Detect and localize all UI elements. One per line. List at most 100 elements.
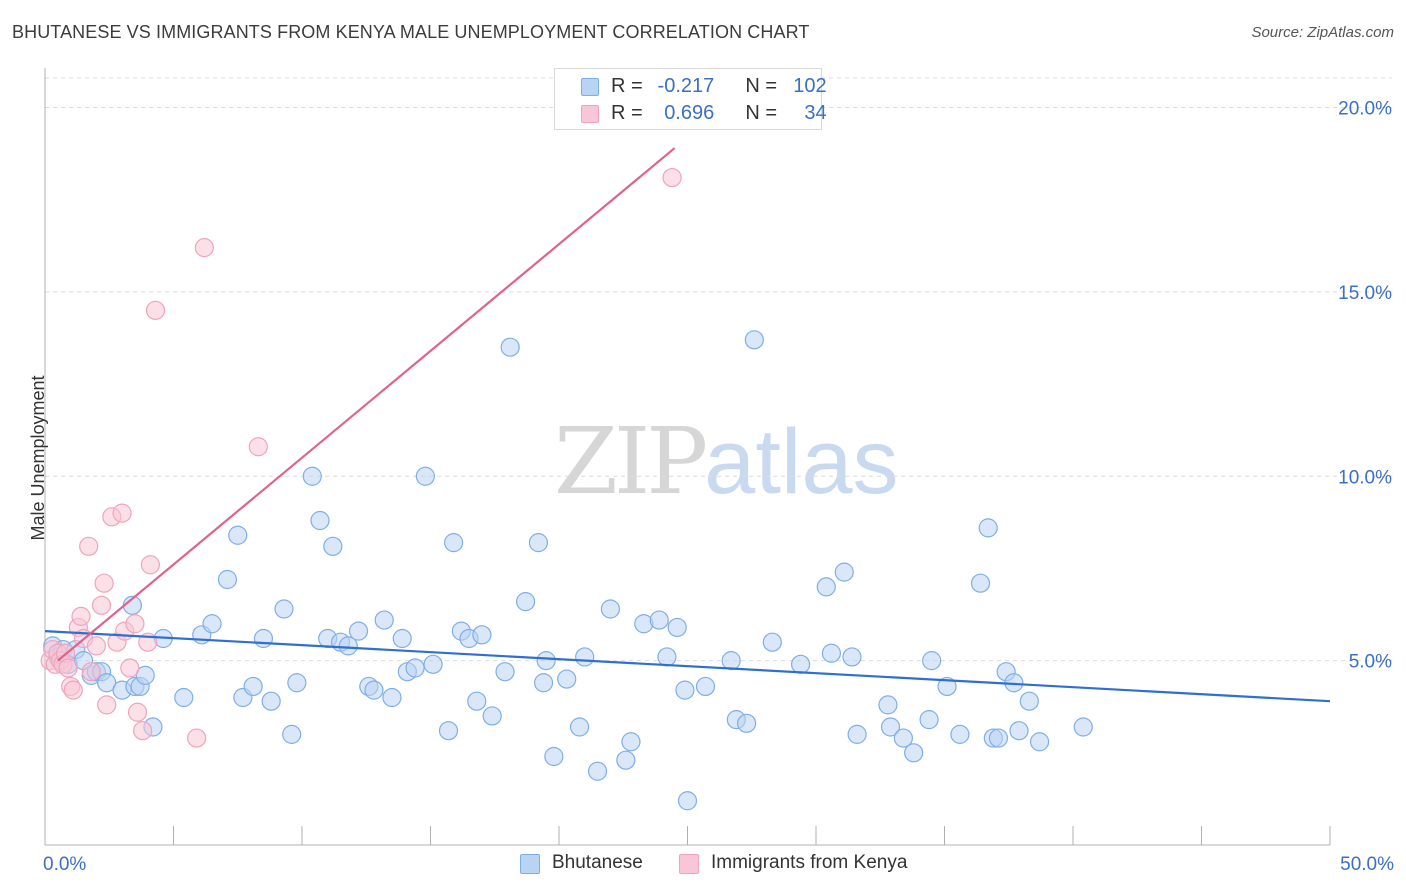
series-legend: Bhutanese Immigrants from Kenya [0,851,1406,879]
point-bhutanese [472,625,492,645]
y-tick-label: 15.0% [1338,283,1392,304]
point-bhutanese [243,676,263,697]
point-bhutanese [919,710,939,730]
point-kenya [187,728,207,748]
point-bhutanese [842,647,862,667]
watermark-atlas: atlas [704,411,899,513]
point-bhutanese [135,665,155,685]
point-kenya [81,662,101,682]
trendline-kenya [57,147,676,662]
point-bhutanese [922,651,942,671]
point-bhutanese [600,599,621,619]
point-bhutanese [988,728,1009,748]
point-bhutanese [415,466,435,486]
point-kenya [133,721,153,741]
correlation-legend: R = -0.217 N = 102 R = 0.696 N = 34 [554,68,827,130]
point-bhutanese [500,337,520,357]
legend-swatch-blue [581,78,599,96]
point-bhutanese [274,599,294,619]
n-value: 102 [793,75,827,97]
point-kenya [194,238,214,258]
point-bhutanese [253,628,274,649]
point-bhutanese [467,691,487,711]
point-kenya [79,536,99,556]
point-bhutanese [737,713,757,733]
point-kenya [145,300,166,320]
legend-label-kenya: Immigrants from Kenya [711,852,908,873]
point-kenya [248,437,268,457]
point-bhutanese [621,732,641,752]
point-bhutanese [382,687,402,708]
point-kenya [662,167,682,188]
point-bhutanese [587,761,608,781]
watermark-zip: ZIP [554,408,708,515]
point-bhutanese [261,691,281,711]
x-tick-label-end: 50.0% [1340,854,1394,875]
point-bhutanese [374,610,394,630]
point-bhutanese [677,791,698,811]
point-bhutanese [302,466,322,486]
y-tick-label: 10.0% [1338,467,1392,488]
legend-text-bhutanese: R = -0.217 N = 102 [611,75,827,98]
r-label: R = [611,102,643,124]
legend-swatch-pink [581,105,599,123]
legend-swatch-pink [679,854,699,874]
point-bhutanese [847,724,867,744]
point-bhutanese [893,728,913,748]
point-bhutanese [423,654,443,674]
point-bhutanese [405,658,425,678]
point-bhutanese [575,647,595,667]
chart-title: BHUTANESE VS IMMIGRANTS FROM KENYA MALE … [12,22,810,42]
point-kenya [127,702,148,722]
point-bhutanese [821,643,842,663]
point-bhutanese [97,673,117,693]
point-bhutanese [978,518,998,538]
point-bhutanese [569,717,590,737]
point-bhutanese [950,724,970,744]
source-label: Source: ZipAtlas.com [1251,24,1394,41]
point-bhutanese [1009,721,1029,741]
point-kenya [120,658,140,678]
point-kenya [91,595,112,615]
point-bhutanese [1073,717,1093,737]
point-bhutanese [557,669,577,689]
point-kenya [125,614,145,634]
point-bhutanese [392,628,412,649]
point-bhutanese [282,724,302,744]
point-bhutanese [649,610,669,630]
n-value: 34 [804,102,827,124]
point-bhutanese [904,743,924,763]
r-value: 0.696 [664,102,715,124]
point-bhutanese [495,662,515,682]
point-bhutanese [364,680,384,700]
r-value: -0.217 [657,75,715,97]
point-bhutanese [695,676,716,697]
point-bhutanese [515,592,536,612]
n-label: N = [745,75,778,97]
point-bhutanese [528,533,549,553]
point-bhutanese [287,673,307,693]
point-bhutanese [790,654,811,674]
point-bhutanese [834,562,854,582]
point-bhutanese [310,510,330,531]
point-bhutanese [878,695,898,715]
point-bhutanese [657,647,677,667]
point-bhutanese [482,706,502,726]
trendline-bhutanese [44,630,1331,703]
point-kenya [94,573,114,593]
point-kenya [86,636,107,656]
point-kenya [63,680,83,700]
point-bhutanese [970,573,991,593]
n-label: N = [745,102,778,124]
y-tick-label: 20.0% [1338,99,1392,120]
point-kenya [112,503,132,523]
point-kenya [58,658,78,678]
point-bhutanese [744,330,764,350]
point-bhutanese [1029,732,1050,752]
point-kenya [140,555,160,575]
point-bhutanese [348,621,369,641]
point-bhutanese [217,569,238,590]
x-tick-label-start: 0.0% [43,854,86,875]
point-bhutanese [937,676,957,697]
